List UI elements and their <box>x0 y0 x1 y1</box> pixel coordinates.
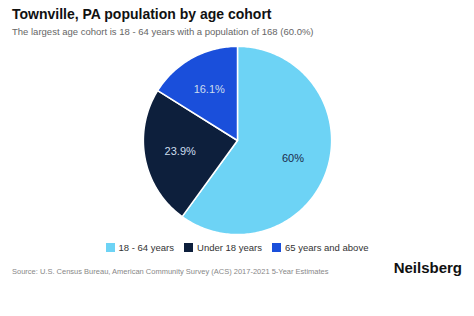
svg-text:16.1%: 16.1% <box>194 83 225 95</box>
html-text:Townville, PA population by ag: Townville, PA population by age cohort <box>12 6 272 22</box>
html-text:Under 18 years: Under 18 years <box>197 242 262 253</box>
html-text:18 - 64 years: 18 - 64 years <box>118 242 174 253</box>
html-text:The largest age cohort is 18 -: The largest age cohort is 18 - 64 years … <box>12 26 314 37</box>
html-text:Source: U.S. Census Bureau, Am: Source: U.S. Census Bureau, American Com… <box>12 267 329 276</box>
svg-text:23.9%: 23.9% <box>165 145 196 157</box>
svg-text:60%: 60% <box>282 152 304 164</box>
html-text:Neilsberg: Neilsberg <box>393 259 462 276</box>
html-text:65 years and above: 65 years and above <box>285 242 369 253</box>
